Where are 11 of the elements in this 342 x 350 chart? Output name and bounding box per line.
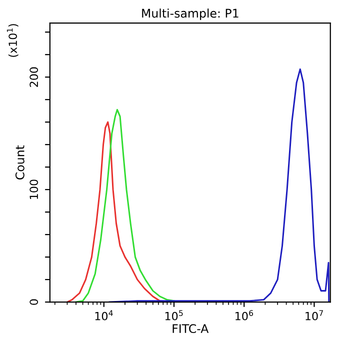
y-axis-title: Count <box>15 145 24 180</box>
x-tick-label: 10$^{6}$ <box>236 310 254 320</box>
x-tick-label: 10$^{5}$ <box>165 310 183 320</box>
y-tick-label: 0 <box>30 299 38 305</box>
x-axis-title: FITC-A <box>172 324 209 334</box>
x-tick-label: 10$^{4}$ <box>95 310 113 320</box>
text: (x10$^{1}$) <box>6 24 18 57</box>
y-tick-label: 200 <box>30 67 38 87</box>
chart-title: Multi-sample: P1 <box>142 8 238 20</box>
y-tick-label: 100 <box>30 180 38 199</box>
x-tick-label: 10$^{7}$ <box>306 310 323 320</box>
